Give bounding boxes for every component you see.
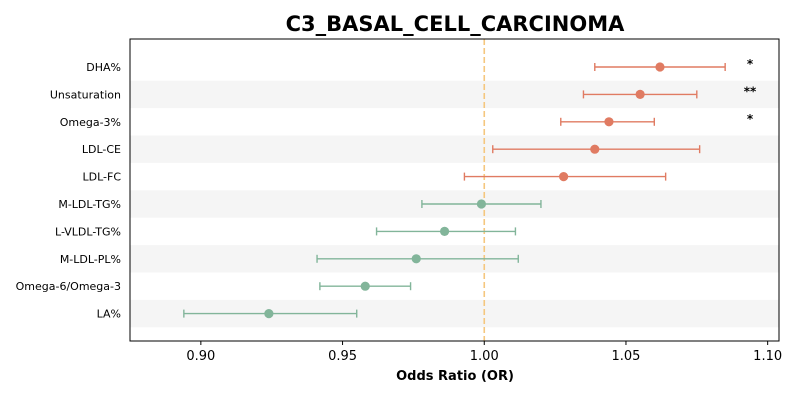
y-tick-label: LDL-FC — [82, 171, 121, 184]
point-estimate — [559, 172, 569, 182]
point-estimate — [604, 117, 614, 127]
y-tick-label: LDL-CE — [82, 143, 121, 156]
x-tick-label: 0.95 — [328, 349, 357, 364]
significance-mark: ** — [744, 84, 757, 98]
y-tick-label: L-VLDL-TG% — [55, 225, 121, 238]
significance-mark: * — [747, 57, 754, 71]
y-tick-label: Unsaturation — [50, 88, 121, 101]
point-estimate — [476, 199, 487, 209]
y-tick-label: LA% — [97, 308, 121, 321]
y-tick-label: DHA% — [86, 61, 121, 74]
significance-mark: * — [747, 112, 754, 126]
point-estimate — [655, 62, 665, 72]
y-tick-label: Omega-6/Omega-3 — [16, 280, 121, 293]
point-estimate — [360, 281, 370, 291]
point-estimate — [264, 309, 274, 319]
significance-marks: **** — [744, 57, 757, 126]
x-axis: 0.90 0.95 1.00 1.05 1.10 — [186, 341, 782, 364]
x-tick-label: 0.90 — [186, 349, 215, 364]
y-axis-labels: DHA% Unsaturation Omega-3% LDL-CE LDL-FC M-LD… — [16, 61, 122, 321]
x-axis-label: Odds Ratio (OR) — [396, 369, 514, 384]
y-tick-label: Omega-3% — [60, 116, 121, 129]
point-estimate — [439, 226, 450, 236]
point-estimates — [264, 62, 665, 319]
y-tick-label: M-LDL-PL% — [60, 253, 121, 266]
y-tick-label: M-LDL-TG% — [58, 198, 121, 211]
point-estimate — [411, 254, 421, 264]
chart-title: C3_BASAL_CELL_CARCINOMA — [286, 12, 625, 36]
plot-frame — [129, 38, 780, 342]
x-tick-label: 1.10 — [753, 349, 782, 364]
point-estimate — [635, 89, 645, 99]
point-estimate — [590, 144, 600, 154]
x-tick-label: 1.00 — [470, 349, 499, 364]
x-tick-label: 1.05 — [611, 349, 640, 364]
